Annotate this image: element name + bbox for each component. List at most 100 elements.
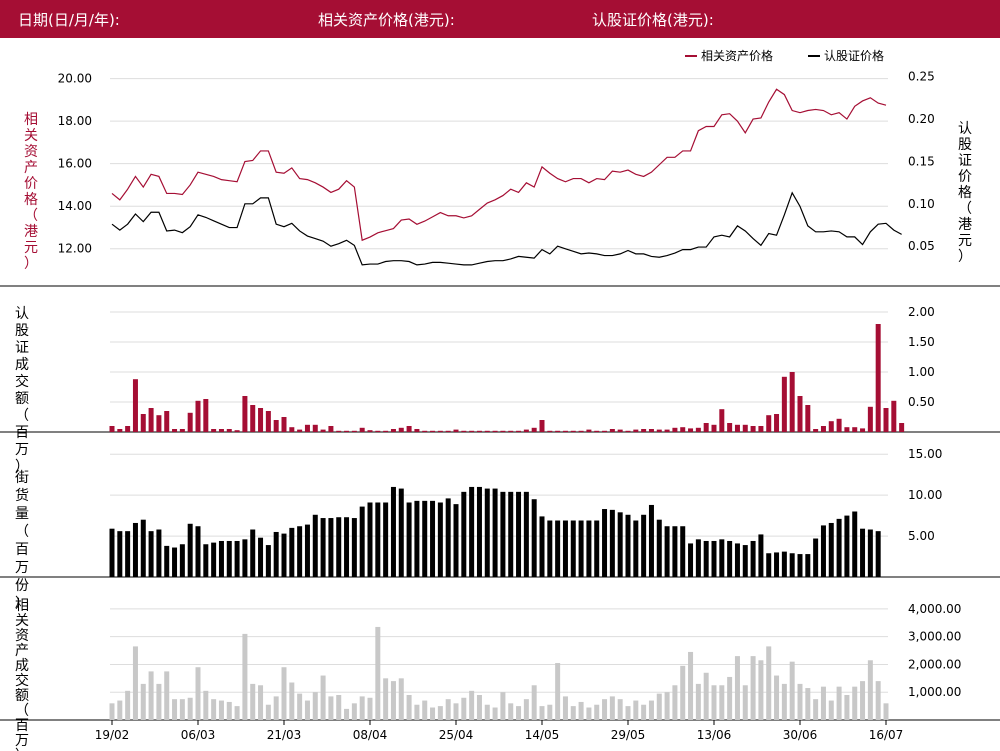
outstanding-bar [539, 516, 545, 577]
warrant-turnover-bar [602, 430, 608, 432]
asset-turnover-bar [383, 678, 389, 720]
x-axis: 19/02 06/03 21/03 08/04 25/04 14/05 29/05 13/06… [95, 720, 903, 742]
warrant-turnover-bar [703, 423, 709, 432]
outstanding-bar [422, 500, 428, 577]
warrant-turnover-bar [766, 415, 772, 432]
asset-turnover-bar [774, 675, 780, 720]
outstanding-bar [320, 518, 326, 577]
outstanding-bar [797, 554, 803, 577]
asset-turnover-bar [758, 660, 764, 720]
y-tick-right: 5.00 [908, 529, 935, 543]
asset-turnover-bar [797, 683, 803, 720]
warrant-turnover-bar [258, 408, 264, 432]
warrant-turnover-panel: 0.50 1.00 1.50 2.00 认股证成交额（百万） [0, 305, 1000, 475]
outstanding-bar [547, 520, 553, 577]
outstanding-bar [140, 519, 146, 577]
warrant-turnover-bar [430, 430, 436, 432]
y-tick-right: 2,000.00 [908, 657, 961, 671]
outstanding-bar [516, 491, 522, 577]
asset-turnover-bar [320, 675, 326, 720]
asset-turnover-bar [344, 708, 350, 720]
y-tick-right: 2.00 [908, 305, 935, 319]
asset-turnover-bar [562, 696, 568, 720]
asset-turnover-bar [656, 693, 662, 720]
outstanding-bar [703, 540, 709, 577]
warrant-turnover-bar [461, 430, 467, 432]
warrant-turnover-bar [828, 421, 834, 432]
asset-turnover-bar [242, 633, 248, 720]
outstanding-bar [781, 551, 787, 577]
asset-turnover-bar [633, 700, 639, 720]
y-tick-right: 0.10 [908, 197, 935, 211]
asset-turnover-bar [218, 700, 224, 720]
warrant-turnover-bar [390, 429, 396, 432]
outstanding-bar [367, 502, 373, 577]
asset-turnover-bar [820, 686, 826, 720]
y-tick-right: 0.50 [908, 395, 935, 409]
outstanding-bar [383, 502, 389, 577]
y-axis-title: 认股证成交额（百万） [15, 306, 29, 475]
outstanding-bar [226, 540, 232, 577]
warrant-turnover-bar [774, 414, 780, 432]
x-tick-label: 30/06 [783, 728, 818, 742]
y-axis-title: 相关资产成交额（百万） [15, 598, 29, 751]
y-tick-right: 15.00 [908, 447, 942, 461]
warrant-turnover-bar [656, 429, 662, 432]
asset-turnover-bar [547, 704, 553, 720]
warrant-turnover-bar [383, 430, 389, 432]
outstanding-bar [727, 540, 733, 577]
warrant-turnover-bar [727, 423, 733, 432]
asset-turnover-bar [453, 703, 459, 720]
outstanding-bar [258, 537, 264, 577]
y-tick-right: 10.00 [908, 488, 942, 502]
warrant-turnover-bar [250, 405, 256, 432]
outstanding-bar [750, 540, 756, 577]
warrant-turnover-bar [852, 427, 858, 432]
asset-turnover-bar [281, 667, 287, 720]
outstanding-bar [641, 514, 647, 577]
asset-turnover-bar [648, 700, 654, 720]
asset-turnover-bar [641, 704, 647, 720]
warrant-turnover-bar [547, 430, 553, 432]
y-axis-title-left: 相关资产价格（港元） [24, 112, 38, 272]
warrant-turnover-bar [719, 409, 725, 432]
outstanding-bar [461, 491, 467, 577]
asset-turnover-bar [695, 683, 701, 720]
warrant-turnover-bar [789, 372, 795, 432]
asset-turnover-bar [430, 707, 436, 720]
asset-turnover-bar [742, 685, 748, 720]
warrant-turnover-bar [734, 424, 740, 432]
warrant-turnover-bar [484, 430, 490, 432]
warrant-turnover-bar [297, 429, 303, 432]
warrant-turnover-bar [641, 429, 647, 432]
outstanding-bar [875, 531, 881, 577]
legend-label-warrant: 认股证价格 [824, 48, 884, 63]
x-tick-label: 29/05 [611, 728, 646, 742]
warrant-turnover-bar [211, 429, 217, 432]
asset-turnover-bar [781, 683, 787, 720]
outstanding-bar [492, 488, 498, 577]
warrant-turnover-bar [836, 418, 842, 432]
y-axis-title-right: 认股证价格（港元） [958, 121, 972, 265]
outstanding-bar [844, 515, 850, 577]
outstanding-bar [664, 526, 670, 577]
series-line-asset-price [111, 88, 887, 242]
y-tick-right: 1.00 [908, 365, 935, 379]
asset-turnover-bar [125, 690, 131, 720]
outstanding-bar [680, 526, 686, 577]
y-tick-right: 0.20 [908, 112, 935, 126]
y-tick-left: 12.00 [58, 242, 92, 256]
warrant-turnover-bar [312, 424, 318, 432]
asset-turnover-bar [289, 682, 295, 720]
warrant-turnover-bar [781, 376, 787, 432]
outstanding-bar [344, 517, 350, 577]
warrant-turnover-bar [648, 429, 654, 432]
outstanding-bar [109, 528, 115, 577]
warrant-turnover-bar [844, 427, 850, 432]
outstanding-bar [469, 486, 475, 577]
outstanding-bar [617, 512, 623, 577]
outstanding-bar [437, 502, 443, 577]
warrant-turnover-bar [406, 426, 412, 432]
outstanding-bar [172, 547, 178, 577]
outstanding-bar [148, 531, 154, 577]
